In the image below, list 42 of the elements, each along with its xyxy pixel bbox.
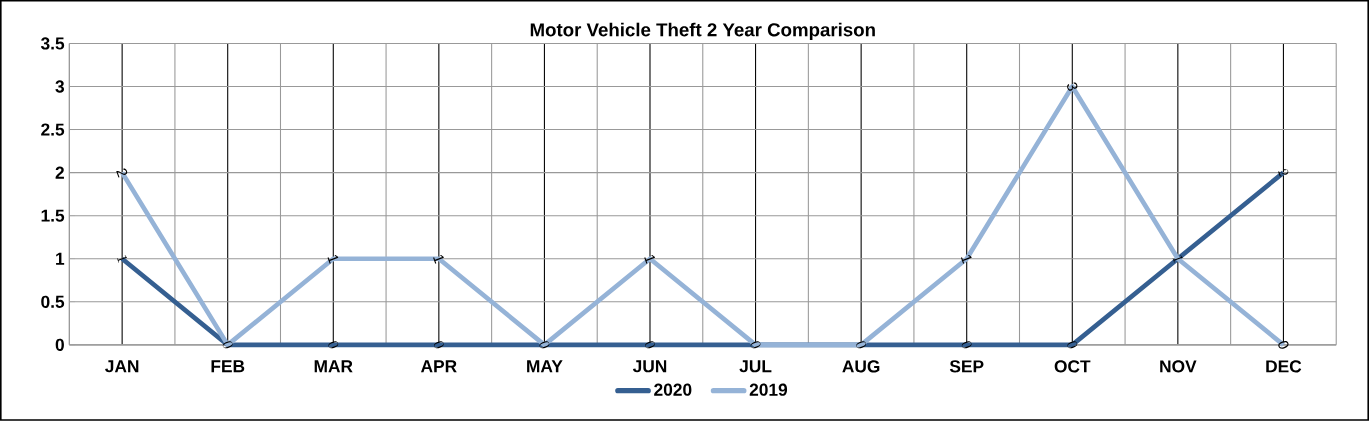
x-tick-label: JAN (105, 360, 139, 373)
data-label: 1 (1172, 255, 1183, 263)
data-label: 0 (1278, 340, 1289, 349)
data-label: 1 (644, 255, 656, 264)
x-tick-label: OCT (1054, 360, 1091, 373)
y-tick-label: 1.5 (41, 209, 65, 222)
x-tick-label: JUL (739, 360, 772, 373)
data-label: 0 (222, 341, 233, 349)
data-label: 0 (539, 341, 550, 349)
data-label: 0 (961, 341, 972, 349)
x-tick-label: APR (420, 360, 457, 373)
data-label: 1 (433, 255, 444, 264)
data-label: 0 (750, 341, 761, 349)
chart-title: Motor Vehicle Theft 2 Year Comparison (530, 22, 875, 41)
data-label: 0 (433, 341, 444, 349)
legend-label: 2019 (749, 383, 788, 396)
data-label: 1 (116, 255, 128, 263)
x-tick-label: MAR (314, 360, 353, 373)
y-tick-label: 2.5 (41, 123, 65, 136)
x-tick-label: SEP (949, 360, 984, 373)
data-label: 1 (327, 255, 339, 264)
data-label: 0 (856, 341, 867, 349)
x-tick-label: JUN (632, 360, 667, 373)
data-label: 1 (960, 255, 972, 264)
data-label: 2 (116, 168, 128, 178)
data-label: 0 (645, 341, 655, 349)
x-tick-label: FEB (211, 360, 245, 373)
x-tick-label: DEC (1266, 360, 1302, 373)
data-label: 0 (1067, 341, 1078, 349)
y-tick-label: 0 (55, 338, 64, 352)
x-tick-label: NOV (1160, 360, 1197, 373)
y-tick-label: 2 (55, 166, 64, 179)
x-tick-label: MAY (527, 360, 563, 373)
data-label: 3 (1067, 82, 1078, 91)
y-tick-label: 3.5 (40, 37, 65, 50)
legend-label: 2020 (654, 383, 692, 396)
y-tick-label: 0.5 (41, 295, 65, 308)
y-tick-label: 1 (56, 252, 65, 265)
x-tick-label: AUG (842, 360, 880, 373)
y-tick-label: 3 (55, 80, 65, 93)
data-label: 2 (1278, 168, 1289, 177)
data-label: 0 (328, 341, 339, 349)
